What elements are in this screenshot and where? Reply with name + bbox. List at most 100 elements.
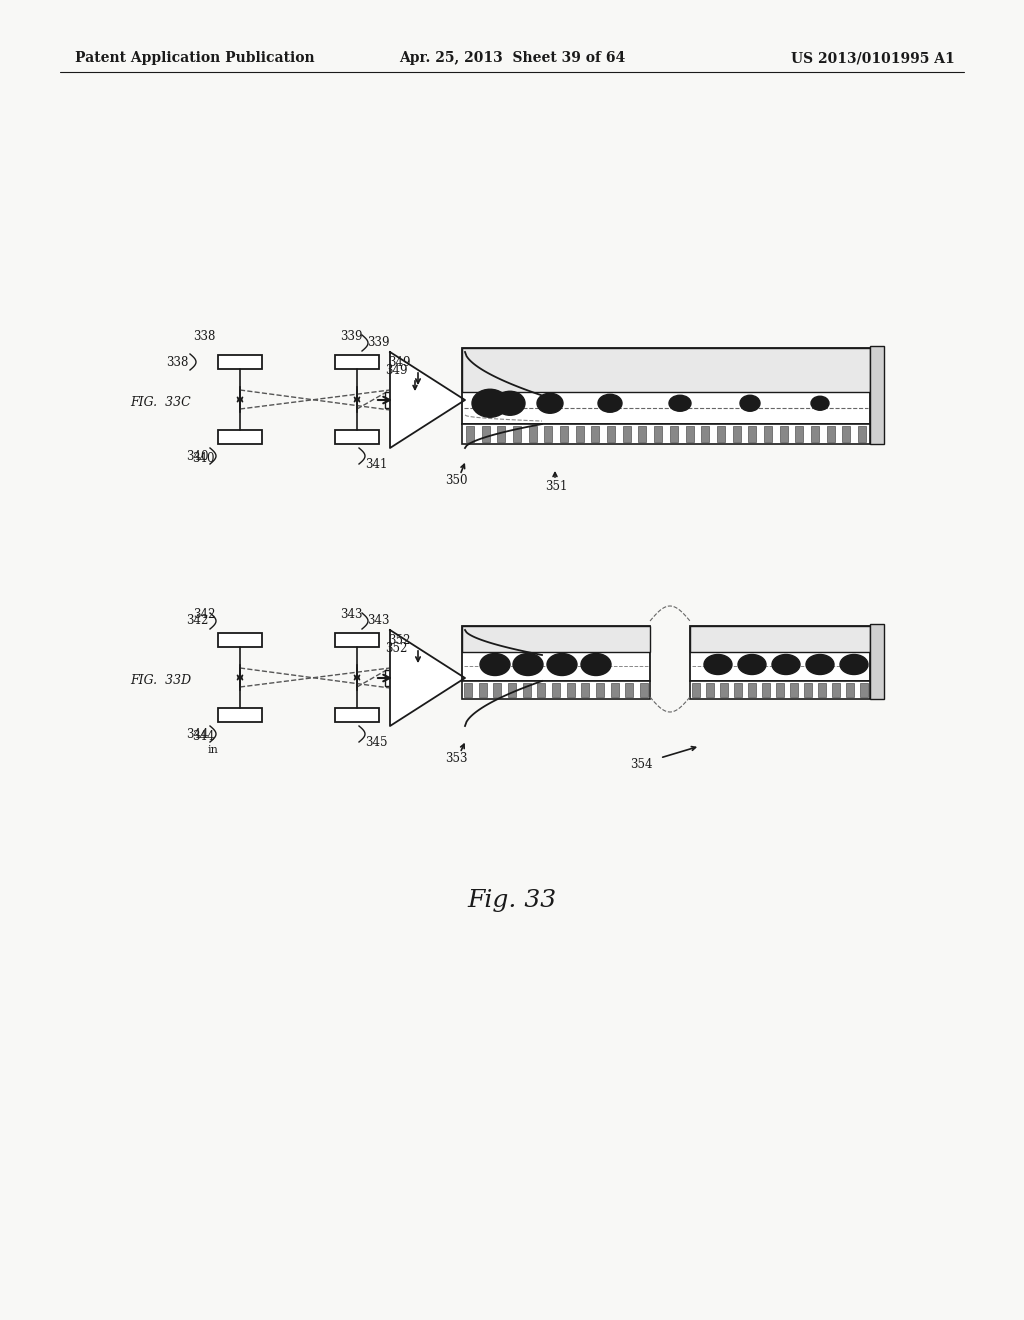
Bar <box>385 392 397 408</box>
Bar <box>464 682 472 697</box>
Bar <box>734 682 742 697</box>
Text: 349: 349 <box>385 363 408 376</box>
Polygon shape <box>390 630 465 726</box>
Bar <box>610 682 618 697</box>
Text: FIG.  33D: FIG. 33D <box>130 675 191 688</box>
Ellipse shape <box>480 653 510 676</box>
Text: 341: 341 <box>365 458 387 470</box>
Bar <box>552 682 560 697</box>
Bar <box>654 426 663 442</box>
Text: 340: 340 <box>186 450 209 462</box>
Polygon shape <box>390 352 465 447</box>
Text: Patent Application Publication: Patent Application Publication <box>75 51 314 65</box>
Text: 344: 344 <box>193 730 215 742</box>
Bar <box>462 348 870 392</box>
Bar <box>566 682 574 697</box>
Bar <box>498 426 506 442</box>
Text: 339: 339 <box>340 330 362 343</box>
Bar <box>218 708 262 722</box>
Bar <box>335 634 379 647</box>
Text: Apr. 25, 2013  Sheet 39 of 64: Apr. 25, 2013 Sheet 39 of 64 <box>399 51 625 65</box>
Bar <box>796 426 803 442</box>
Text: 345: 345 <box>365 735 387 748</box>
Text: 349: 349 <box>388 356 411 370</box>
Ellipse shape <box>547 653 577 676</box>
Ellipse shape <box>840 655 868 675</box>
Text: 343: 343 <box>340 609 362 622</box>
Bar <box>690 626 870 681</box>
Bar <box>218 430 262 444</box>
Bar <box>528 426 537 442</box>
Bar <box>218 355 262 370</box>
Bar <box>582 682 590 697</box>
Bar <box>732 426 740 442</box>
Bar <box>690 681 870 700</box>
Bar <box>481 426 489 442</box>
Bar <box>860 682 868 697</box>
Bar <box>670 426 678 442</box>
Bar <box>626 682 633 697</box>
Ellipse shape <box>495 391 525 416</box>
Ellipse shape <box>513 653 543 676</box>
Bar <box>462 681 650 700</box>
Bar <box>720 682 728 697</box>
Ellipse shape <box>740 395 760 412</box>
Ellipse shape <box>669 395 691 412</box>
Bar <box>560 426 568 442</box>
Bar <box>335 708 379 722</box>
Text: 342: 342 <box>193 609 215 622</box>
Bar <box>764 426 772 442</box>
Bar <box>776 682 784 697</box>
Bar <box>462 424 870 444</box>
Bar <box>522 682 530 697</box>
Ellipse shape <box>738 655 766 675</box>
Text: 339: 339 <box>367 337 389 350</box>
Bar <box>335 355 379 370</box>
Bar <box>385 671 397 686</box>
Bar <box>462 626 650 681</box>
Bar <box>846 682 854 697</box>
Text: 342: 342 <box>186 615 208 627</box>
Text: Fig. 33: Fig. 33 <box>467 888 557 912</box>
Bar <box>762 682 770 697</box>
Text: US 2013/0101995 A1: US 2013/0101995 A1 <box>792 51 955 65</box>
Bar <box>462 348 870 424</box>
Bar <box>466 426 474 442</box>
Bar <box>818 682 826 697</box>
Ellipse shape <box>472 389 508 417</box>
Bar <box>692 682 700 697</box>
Text: 354: 354 <box>630 758 652 771</box>
Bar <box>596 682 604 697</box>
Bar <box>545 426 552 442</box>
Text: 343: 343 <box>367 615 389 627</box>
Ellipse shape <box>581 653 611 676</box>
Ellipse shape <box>811 396 829 411</box>
Text: 344: 344 <box>186 727 209 741</box>
Text: 340: 340 <box>193 451 215 465</box>
Bar <box>748 682 756 697</box>
Bar <box>779 426 787 442</box>
Text: 350: 350 <box>445 474 468 487</box>
Bar <box>639 426 646 442</box>
Bar <box>462 626 650 652</box>
Bar <box>640 682 648 697</box>
Bar <box>494 682 502 697</box>
Bar <box>513 426 521 442</box>
Ellipse shape <box>772 655 800 675</box>
Bar <box>478 682 486 697</box>
Text: 338: 338 <box>166 355 188 368</box>
Text: 338: 338 <box>193 330 215 343</box>
Bar <box>870 624 884 700</box>
Text: 352: 352 <box>385 642 408 655</box>
Ellipse shape <box>705 655 732 675</box>
Bar <box>335 430 379 444</box>
Bar <box>804 682 812 697</box>
Bar <box>690 626 870 652</box>
Bar <box>701 426 710 442</box>
Ellipse shape <box>537 393 563 413</box>
Bar <box>749 426 757 442</box>
Bar <box>218 634 262 647</box>
Bar <box>811 426 819 442</box>
Bar <box>826 426 835 442</box>
Bar <box>592 426 599 442</box>
